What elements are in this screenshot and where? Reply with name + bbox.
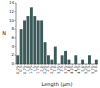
bar xyxy=(81,60,84,64)
bar xyxy=(95,60,98,64)
bar xyxy=(30,7,33,64)
chart: 024681012140.250.50.751.01.251.51.752.02… xyxy=(0,0,100,88)
x-tick xyxy=(89,64,90,66)
x-tick xyxy=(48,64,49,66)
y-tick-label: 4 xyxy=(11,44,14,49)
x-tick xyxy=(41,64,42,66)
x-tick xyxy=(65,64,66,66)
y-tick xyxy=(15,3,17,4)
y-tick-label: 14 xyxy=(9,0,15,5)
x-tick xyxy=(82,64,83,66)
bar xyxy=(47,55,50,64)
x-tick xyxy=(27,64,28,66)
bar xyxy=(61,55,64,64)
x-tick xyxy=(92,64,93,66)
bars xyxy=(16,7,97,64)
bar xyxy=(37,20,40,64)
bar xyxy=(88,55,91,64)
y-tick-label: 0 xyxy=(11,61,14,66)
y-tick-label: 10 xyxy=(9,18,15,23)
y-tick xyxy=(15,64,17,65)
bar xyxy=(44,42,47,64)
x-tick xyxy=(24,64,25,66)
y-axis-label: N xyxy=(2,30,6,36)
x-tick xyxy=(55,64,56,66)
bar xyxy=(64,51,67,64)
bar xyxy=(40,20,43,64)
y-tick xyxy=(15,29,17,30)
y-tick xyxy=(15,20,17,21)
bar xyxy=(74,55,77,64)
x-tick xyxy=(31,64,32,66)
y-axis-line xyxy=(16,3,17,64)
y-tick xyxy=(15,55,17,56)
y-tick xyxy=(15,46,17,47)
x-tick xyxy=(96,64,97,66)
bar xyxy=(16,55,19,64)
x-tick xyxy=(51,64,52,66)
x-axis-line xyxy=(16,64,98,65)
x-tick-label: 6.0 xyxy=(94,65,98,71)
bar xyxy=(27,16,30,64)
y-tick-label: 12 xyxy=(9,9,15,14)
bar xyxy=(54,47,57,64)
y-tick-label: 6 xyxy=(11,35,14,40)
bar xyxy=(68,60,71,64)
bar xyxy=(33,16,36,64)
x-tick xyxy=(79,64,80,66)
x-tick xyxy=(45,64,46,66)
y-tick-label: 2 xyxy=(11,52,14,57)
x-tick xyxy=(17,64,18,66)
x-tick xyxy=(21,64,22,66)
bar xyxy=(23,20,26,64)
y-tick xyxy=(15,11,17,12)
x-tick xyxy=(72,64,73,66)
x-tick xyxy=(34,64,35,66)
x-tick xyxy=(86,64,87,66)
y-tick xyxy=(15,37,17,38)
y-tick-label: 8 xyxy=(11,26,14,31)
x-axis-label: Length (µm) xyxy=(42,81,73,88)
x-tick xyxy=(58,64,59,66)
page: {"chart_data": {"type": "bar", "categori… xyxy=(0,0,100,88)
x-tick xyxy=(62,64,63,66)
x-tick xyxy=(38,64,39,66)
bar xyxy=(20,29,23,64)
x-tick xyxy=(68,64,69,66)
bar xyxy=(50,60,53,64)
x-tick xyxy=(75,64,76,66)
